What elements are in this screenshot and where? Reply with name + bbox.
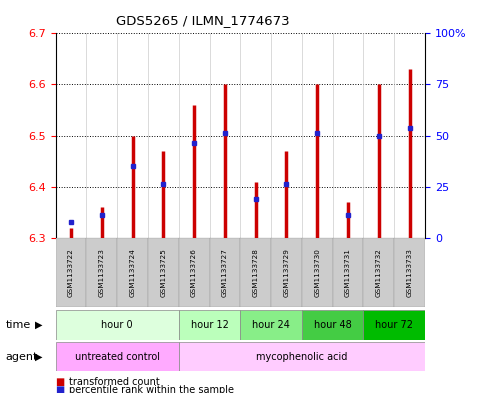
Text: hour 24: hour 24 [252, 320, 290, 330]
Text: untreated control: untreated control [75, 352, 159, 362]
Bar [56, 238, 86, 307]
Bar [56, 342, 179, 371]
Bar [179, 342, 425, 371]
Text: GSM1133726: GSM1133726 [191, 248, 197, 297]
Text: GSM1133732: GSM1133732 [376, 248, 382, 297]
Text: ■: ■ [56, 377, 65, 387]
Text: GSM1133730: GSM1133730 [314, 248, 320, 297]
Text: GSM1133725: GSM1133725 [160, 248, 166, 297]
Bar [302, 238, 333, 307]
Text: ▶: ▶ [35, 320, 43, 330]
Text: ▶: ▶ [35, 352, 43, 362]
Bar [240, 310, 302, 340]
Bar [56, 310, 179, 340]
Text: GSM1133722: GSM1133722 [68, 248, 74, 297]
Bar [302, 310, 364, 340]
Bar [148, 238, 179, 307]
Text: GSM1133727: GSM1133727 [222, 248, 228, 297]
Text: GSM1133733: GSM1133733 [407, 248, 412, 297]
Bar [333, 238, 364, 307]
Bar [271, 238, 302, 307]
Text: GDS5265 / ILMN_1774673: GDS5265 / ILMN_1774673 [116, 14, 290, 27]
Bar [179, 310, 240, 340]
Bar [364, 238, 394, 307]
Text: ■: ■ [56, 385, 65, 393]
Text: hour 0: hour 0 [101, 320, 133, 330]
Bar [394, 238, 425, 307]
Text: hour 12: hour 12 [191, 320, 228, 330]
Bar [210, 238, 240, 307]
Text: GSM1133731: GSM1133731 [345, 248, 351, 297]
Bar [117, 238, 148, 307]
Text: time: time [6, 320, 31, 330]
Text: GSM1133729: GSM1133729 [284, 248, 289, 297]
Bar [86, 238, 117, 307]
Text: GSM1133724: GSM1133724 [129, 248, 136, 297]
Bar [240, 238, 271, 307]
Text: percentile rank within the sample: percentile rank within the sample [69, 385, 234, 393]
Bar [364, 310, 425, 340]
Text: hour 48: hour 48 [314, 320, 352, 330]
Text: agent: agent [6, 352, 38, 362]
Text: GSM1133723: GSM1133723 [99, 248, 105, 297]
Bar [179, 238, 210, 307]
Text: GSM1133728: GSM1133728 [253, 248, 259, 297]
Text: mycophenolic acid: mycophenolic acid [256, 352, 348, 362]
Text: transformed count: transformed count [69, 377, 160, 387]
Text: hour 72: hour 72 [375, 320, 413, 330]
